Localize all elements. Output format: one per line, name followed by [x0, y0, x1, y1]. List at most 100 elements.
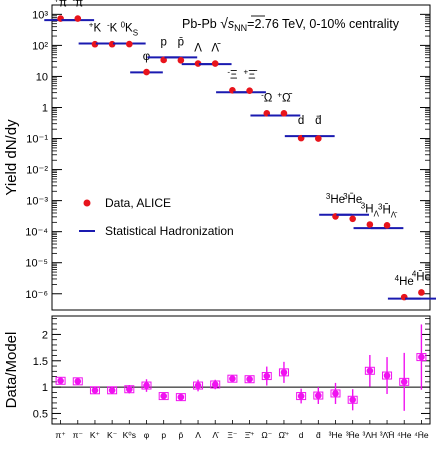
ratio-point	[211, 381, 219, 388]
ratio-syst-box	[244, 375, 255, 384]
ratio-syst-box	[382, 371, 393, 380]
ratio-tick-label: 1.5	[33, 356, 48, 368]
ratio-point	[418, 353, 425, 361]
x-tick-label: K⁰s	[123, 430, 136, 440]
ratio-point	[400, 378, 408, 386]
ratio-syst-box	[193, 381, 204, 390]
ratio-syst-box	[175, 393, 186, 402]
data-point	[418, 289, 425, 296]
y-tick-label: 10⁻³	[26, 196, 48, 208]
data-point	[126, 40, 133, 48]
ratio-point	[229, 375, 236, 382]
particle-label: d̄	[315, 115, 321, 127]
ratio-point	[57, 377, 64, 385]
particle-label: -π	[72, 0, 83, 10]
data-point	[280, 109, 288, 117]
particle-label: +Ξ̄	[244, 68, 258, 82]
x-tick-label: Ξ̄⁺	[245, 430, 256, 440]
particle-label: p	[160, 36, 166, 48]
x-tick-label: Ξ⁻	[227, 430, 238, 440]
ratio-point	[332, 390, 339, 397]
ratio-point	[108, 386, 116, 394]
ratio-syst-box	[278, 368, 289, 377]
data-point	[315, 135, 322, 142]
data-point	[211, 60, 219, 67]
y-tick-label: 10⁻⁵	[25, 258, 48, 270]
chart-title: Pb-Pb √sNN=2.76 TeV, 0-10% centrality	[182, 15, 400, 33]
ratio-point	[74, 378, 82, 385]
x-tick-label: Ω⁻	[261, 430, 272, 440]
particle-label: 3H̄e	[343, 192, 362, 206]
data-point	[366, 221, 374, 228]
ratio-syst-box	[55, 376, 66, 385]
particle-label: Λ̄	[211, 43, 221, 55]
particle-label: +Ω̄	[277, 90, 292, 104]
x-tick-label: K⁻	[107, 430, 118, 440]
ratio-syst-box	[107, 386, 118, 395]
particle-label: Λ	[194, 43, 202, 55]
ratio-syst-box	[347, 395, 358, 404]
ratio-point	[246, 375, 253, 383]
ratio-syst-box	[210, 380, 221, 389]
particle-label: 4H̄e	[412, 269, 431, 283]
x-tick-label: K⁺	[90, 430, 101, 440]
ratio-syst-box	[399, 377, 410, 386]
ratio-point	[263, 372, 271, 380]
ratio-syst-box	[416, 353, 427, 362]
y-axis-label: Yield dN/dy	[3, 119, 20, 196]
particle-label: -Ξ	[227, 67, 237, 81]
data-point	[349, 215, 356, 223]
x-tick-label: ⁴He	[397, 430, 412, 440]
ratio-tick-label: 1	[42, 382, 48, 394]
particle-label: φ	[143, 51, 150, 63]
particle-label: d	[298, 115, 304, 127]
ratio-syst-box	[313, 391, 324, 400]
ratio-point	[349, 396, 356, 404]
ratio-syst-box	[158, 392, 169, 401]
particle-label: p̄	[178, 36, 184, 48]
y-tick-label: 10³	[32, 9, 48, 21]
ratio-syst-box	[89, 386, 100, 395]
ratio-point	[315, 392, 322, 399]
ratio-syst-box	[261, 372, 272, 381]
x-tick-label: π⁻	[73, 430, 84, 440]
ratio-point	[143, 382, 150, 389]
x-tick-label: p	[161, 430, 166, 440]
ratio-syst-box	[330, 389, 341, 398]
legend-model-label: Statistical Hadronization	[105, 224, 234, 238]
x-tick-label: ³ΛH	[363, 430, 378, 440]
y-tick-label: 10⁻⁶	[25, 289, 48, 301]
y-tick-label: 10⁻⁴	[25, 227, 48, 239]
ratio-point	[126, 385, 133, 393]
ratio-syst-box	[72, 377, 83, 386]
x-tick-label: ³H̄e	[346, 430, 360, 440]
yield-panel: 10³ 10² 10 1 10⁻¹ 10⁻² 10⁻³ 10⁻⁴ 10⁻⁵ 10⁻⁶ Yield d…	[3, 0, 436, 311]
x-tick-label: Ω̄⁺	[279, 430, 290, 440]
x-tick-label: ⁴H̄e	[414, 430, 429, 440]
particle-label: 0KS	[121, 21, 138, 38]
particle-label: 3H̄Λ̄	[378, 202, 398, 219]
data-point	[246, 87, 253, 95]
ratio-point	[177, 393, 185, 401]
ratio-point	[194, 382, 202, 389]
ratio-point	[366, 367, 374, 375]
data-point	[177, 57, 185, 64]
ratio-point	[297, 392, 305, 400]
particle-label: -K	[107, 21, 118, 35]
ratio-point	[160, 392, 167, 400]
ratio-point	[91, 386, 99, 394]
particle-label: +K	[89, 21, 102, 35]
ratio-syst-box	[124, 385, 135, 394]
y-tick-label: 10	[36, 71, 48, 83]
ratio-syst-box	[141, 381, 152, 390]
x-tick-label: d	[299, 430, 304, 440]
particle-label: +π	[54, 0, 67, 10]
ratio-tick-label: 0.5	[33, 408, 48, 420]
x-tick-label: ³He	[329, 430, 343, 440]
y-tick-label: 10²	[32, 40, 48, 52]
x-tick-label: φ	[144, 430, 150, 440]
ratio-point	[280, 369, 288, 376]
ratio-syst-box	[296, 392, 307, 401]
y-tick-label: 10⁻²	[26, 165, 48, 177]
